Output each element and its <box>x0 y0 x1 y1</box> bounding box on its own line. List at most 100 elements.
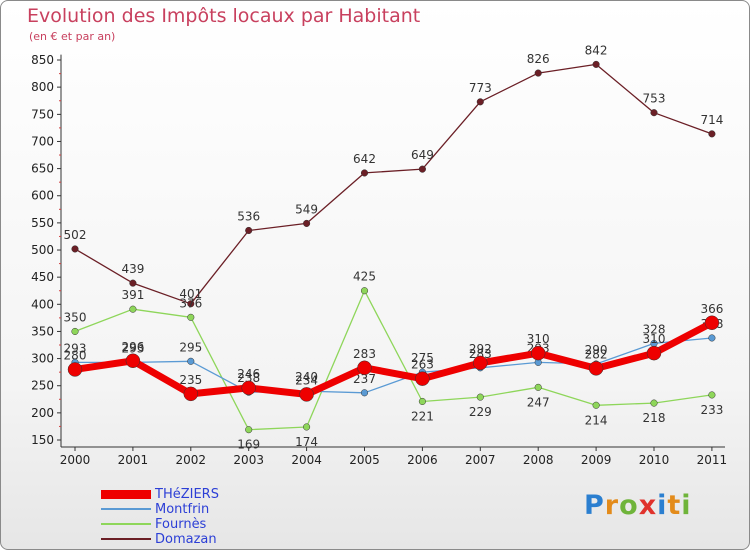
data-label-domazan: 536 <box>237 209 260 223</box>
series-line-thziers <box>74 319 714 398</box>
data-label-domazan: 826 <box>527 52 550 66</box>
data-label-domazan: 439 <box>121 262 144 276</box>
y-tick-label: 500 <box>31 243 54 257</box>
data-point-thziers <box>67 362 83 377</box>
data-label-thziers: 310 <box>643 332 666 346</box>
data-label-domazan: 642 <box>353 152 376 166</box>
data-label-montfrin: 295 <box>179 340 202 354</box>
legend-swatch-fournes <box>101 523 151 525</box>
data-label-thziers: 283 <box>353 347 376 361</box>
data-label-fourns: 218 <box>643 411 666 425</box>
data-label-thziers: 292 <box>469 342 492 356</box>
data-label-montfrin: 237 <box>353 372 376 386</box>
logo-letter: o <box>619 490 639 521</box>
x-tick-label: 2001 <box>118 453 149 467</box>
data-point-domazan <box>418 165 426 173</box>
data-point-montfrin <box>360 389 369 397</box>
data-point-domazan <box>650 109 658 117</box>
data-label-thziers: 366 <box>700 302 723 316</box>
data-point-thziers <box>588 361 604 376</box>
data-label-montfrin: 290 <box>585 343 608 357</box>
legend-label-theziers: THéZIERS <box>155 487 219 502</box>
data-point-thziers <box>646 345 662 361</box>
x-tick-label: 2010 <box>639 453 670 467</box>
x-tick-label: 2008 <box>523 453 554 467</box>
legend-swatch-domazan <box>101 538 151 540</box>
data-point-domazan <box>71 245 79 253</box>
y-tick-label: 650 <box>31 162 54 176</box>
y-tick-label: 150 <box>31 433 54 447</box>
y-tick-label: 200 <box>31 406 54 420</box>
data-point-thziers <box>125 353 141 369</box>
data-point-thziers <box>183 386 199 402</box>
data-label-thziers: 234 <box>295 373 318 387</box>
data-point-domazan <box>592 60 600 68</box>
data-point-thziers <box>473 355 488 371</box>
x-tick-label: 2009 <box>581 453 612 467</box>
data-label-fourns: 233 <box>700 403 723 417</box>
data-point-montfrin <box>187 357 195 365</box>
y-tick-label: 550 <box>31 216 54 230</box>
y-tick-label: 850 <box>31 53 54 67</box>
data-point-domazan <box>187 300 195 308</box>
legend: THéZIERS Montfrin Fournès Domazan <box>101 487 341 547</box>
logo-letter: P <box>584 490 605 521</box>
y-tick-label: 300 <box>31 352 54 366</box>
data-point-fourns <box>245 426 253 434</box>
data-label-domazan: 649 <box>411 148 434 162</box>
y-tick-label: 750 <box>31 107 54 121</box>
logo-letter: i <box>657 490 668 521</box>
data-label-montfrin: 293 <box>64 341 87 355</box>
legend-item-domazan: Domazan <box>101 532 341 547</box>
data-label-domazan: 842 <box>585 43 608 57</box>
x-tick-label: 2006 <box>407 453 438 467</box>
proxiti-logo: Proxiti <box>584 490 692 521</box>
y-tick-label: 400 <box>31 297 54 311</box>
legend-item-montfrin: Montfrin <box>101 502 341 517</box>
data-point-thziers <box>299 387 314 402</box>
data-point-domazan <box>245 226 253 235</box>
data-label-montfrin: 283 <box>469 347 492 361</box>
data-point-fourns <box>360 287 369 295</box>
data-label-thziers: 246 <box>237 367 260 381</box>
data-label-domazan: 753 <box>643 92 666 106</box>
chart-title: Evolution des Impôts locaux par Habitant <box>27 5 421 27</box>
legend-swatch-theziers <box>101 490 151 499</box>
data-label-fourns: 229 <box>469 405 492 419</box>
chart-subtitle: (en € et par an) <box>29 30 116 43</box>
data-point-thziers <box>241 380 256 396</box>
data-point-fourns <box>592 401 600 409</box>
data-point-fourns <box>303 423 311 431</box>
logo-letter: x <box>638 490 658 521</box>
y-tick-label: 800 <box>31 80 54 94</box>
data-point-fourns <box>534 383 542 391</box>
y-tick-label: 350 <box>31 324 54 338</box>
data-label-montfrin: 238 <box>237 371 260 385</box>
data-label-fourns: 247 <box>527 395 550 409</box>
data-label-fourns: 350 <box>64 310 87 324</box>
data-point-domazan <box>303 219 311 227</box>
data-point-fourns <box>129 305 137 313</box>
data-point-thziers <box>704 315 720 331</box>
data-point-montfrin <box>708 334 716 342</box>
data-point-thziers <box>357 360 372 376</box>
legend-label-fournes: Fournès <box>155 517 207 532</box>
data-label-fourns: 391 <box>121 288 144 302</box>
data-label-fourns: 214 <box>585 413 608 427</box>
data-label-domazan: 549 <box>295 202 318 216</box>
legend-swatch-montfrin <box>101 508 151 510</box>
data-label-thziers: 282 <box>585 347 608 361</box>
data-label-thziers: 263 <box>411 358 434 372</box>
data-point-thziers <box>530 345 546 361</box>
data-point-fourns <box>476 393 484 401</box>
logo-letter: t <box>667 490 682 521</box>
data-label-fourns: 221 <box>411 409 434 423</box>
y-tick-label: 600 <box>31 189 54 203</box>
data-point-domazan <box>360 169 369 177</box>
legend-label-domazan: Domazan <box>155 532 217 547</box>
series-line-fourns <box>74 290 712 431</box>
data-label-montfrin: 240 <box>295 370 318 384</box>
legend-item-fournes: Fournès <box>101 517 341 532</box>
data-label-fourns: 169 <box>237 438 260 452</box>
